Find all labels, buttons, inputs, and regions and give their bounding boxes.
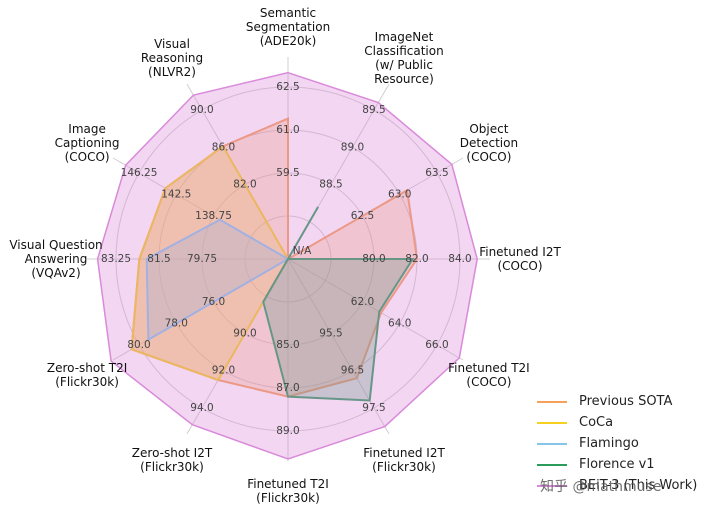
tick-label: 62.0 — [351, 296, 374, 308]
axis-label: Visual Reasoning (NLVR2) — [141, 37, 203, 79]
legend-swatch — [537, 442, 567, 445]
series-polygon-flamingo — [145, 218, 291, 342]
tick-label: 86.0 — [212, 141, 235, 153]
tick-label: 94.0 — [190, 402, 213, 414]
tick-label: 84.0 — [448, 253, 471, 265]
axis-label: Image Captioning (COCO) — [55, 122, 120, 164]
axis-label: ImageNet Classification (w/ Public Resource… — [364, 30, 443, 86]
axis-label: Zero-shot I2T (Flickr30k) — [132, 446, 213, 474]
tick-label: 78.0 — [165, 318, 188, 330]
tick-label: 89.5 — [362, 104, 385, 116]
tick-label: 95.5 — [319, 327, 342, 339]
tick-label: 88.5 — [319, 179, 342, 191]
tick-label: 82.0 — [233, 179, 256, 191]
tick-label: 83.25 — [101, 253, 131, 265]
tick-label: 59.5 — [276, 167, 299, 179]
tick-label: 62.5 — [276, 81, 299, 93]
tick-label: 90.0 — [190, 104, 213, 116]
tick-label: 76.0 — [202, 296, 225, 308]
axis-label: Zero-shot T2I (Flickr30k) — [47, 361, 127, 389]
tick-label: 97.5 — [362, 402, 385, 414]
center-label: N/A — [293, 245, 312, 257]
tick-label: 80.0 — [362, 253, 385, 265]
tick-label: 63.5 — [425, 167, 448, 179]
tick-label: 61.0 — [276, 124, 299, 136]
tick-label: 80.0 — [127, 339, 150, 351]
axis-label: Visual Question Answering (VQAv2) — [9, 238, 102, 280]
series-polygon-florence-v1 — [262, 206, 415, 402]
axis-label: Finetuned T2I (Flickr30k) — [247, 477, 329, 505]
legend-item-previous-sota: Previous SOTA — [537, 391, 697, 412]
axis-spoke — [287, 258, 464, 361]
legend-label: Flamingo — [579, 436, 639, 451]
tick-label: 79.75 — [187, 253, 217, 265]
tick-label: 92.0 — [212, 365, 235, 377]
tick-label: 96.5 — [341, 365, 364, 377]
watermark: 知乎 @mathmuse — [540, 479, 662, 495]
tick-label: 81.5 — [147, 253, 170, 265]
tick-label: 64.0 — [388, 318, 411, 330]
legend-swatch — [537, 484, 567, 487]
legend-label: BEiT-3 (This Work) — [579, 478, 698, 493]
tick-label: 90.0 — [233, 327, 256, 339]
tick-label: 89.0 — [276, 425, 299, 437]
legend-swatch — [537, 421, 567, 424]
legend-label: CoCa — [579, 415, 614, 430]
tick-label: 89.0 — [341, 141, 364, 153]
tick-label: 66.0 — [425, 339, 448, 351]
tick-label: 87.0 — [276, 382, 299, 394]
legend: Previous SOTA CoCa Flamingo Florence v1 … — [537, 391, 697, 496]
tick-label: 142.5 — [161, 189, 191, 201]
legend-item-florence: Florence v1 — [537, 454, 697, 475]
legend-label: Florence v1 — [579, 457, 655, 472]
legend-swatch — [537, 463, 567, 466]
series-polygon-beit-3-this-work- — [96, 71, 478, 460]
tick-label: 146.25 — [121, 167, 158, 179]
legend-swatch — [537, 400, 567, 403]
tick-label: 85.0 — [276, 339, 299, 351]
series-polygon-coca — [130, 144, 290, 382]
axis-label: Finetuned I2T (COCO) — [479, 245, 561, 273]
axis-label: Semantic Segmentation (ADE20k) — [246, 6, 330, 48]
axis-label: Finetuned T2I (COCO) — [448, 361, 530, 389]
tick-label: 138.75 — [195, 210, 232, 222]
tick-label: 82.0 — [405, 253, 428, 265]
axis-label: Object Detection (COCO) — [460, 122, 518, 164]
legend-label: Previous SOTA — [579, 394, 673, 409]
tick-label: 62.5 — [351, 210, 374, 222]
legend-item-flamingo: Flamingo — [537, 433, 697, 454]
legend-item-beit3: BEiT-3 (This Work) — [537, 475, 697, 496]
tick-label: 63.0 — [388, 189, 411, 201]
axis-spoke — [287, 258, 390, 435]
axis-label: Finetuned I2T (Flickr30k) — [363, 446, 445, 474]
legend-item-coca: CoCa — [537, 412, 697, 433]
